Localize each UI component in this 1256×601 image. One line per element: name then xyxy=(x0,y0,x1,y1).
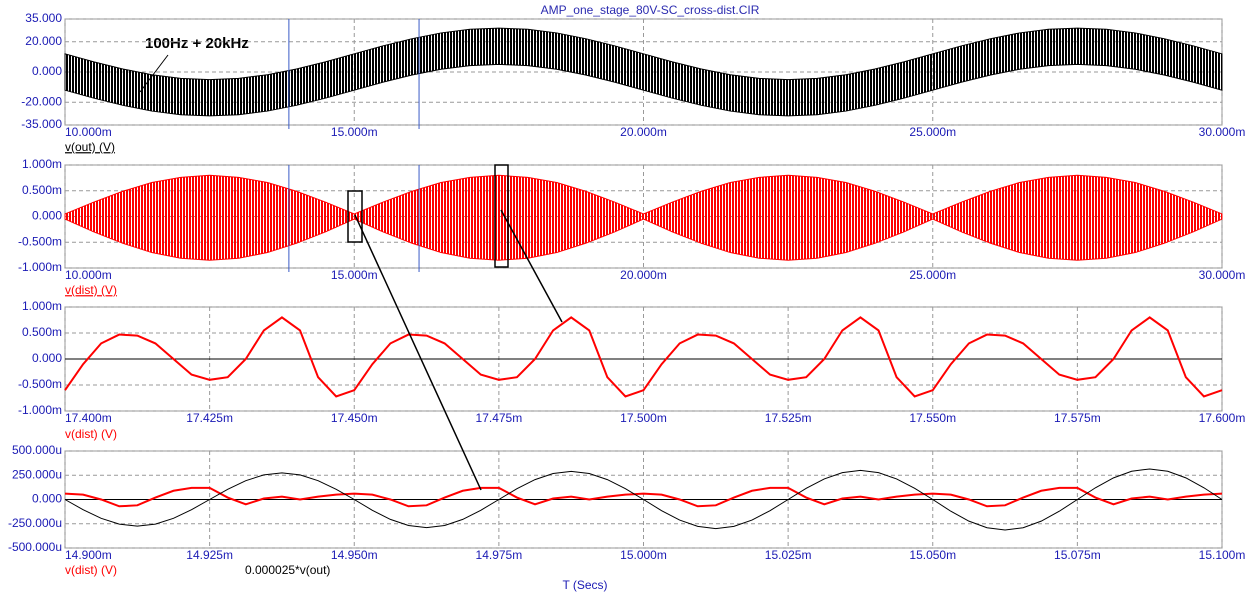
y-tick-label: 0.000 xyxy=(32,351,62,365)
x-tick-label: 30.000m xyxy=(1199,268,1246,282)
x-tick-label: 15.000m xyxy=(331,125,378,139)
y-tick-label: 0.500m xyxy=(22,325,62,339)
envelope xyxy=(64,174,1223,261)
x-tick-label: 15.000m xyxy=(620,548,667,562)
x-tick-label: 14.925m xyxy=(186,548,233,562)
series-line xyxy=(64,468,1223,531)
y-tick-label: -0.500m xyxy=(18,377,62,391)
zoom-box xyxy=(494,164,509,268)
y-tick-label: 0.500m xyxy=(22,183,62,197)
y-tick-label: 1.000m xyxy=(22,157,62,171)
zoom-overlay xyxy=(347,164,563,491)
x-tick-label: 14.900m xyxy=(65,548,112,562)
x-tick-label: 17.400m xyxy=(65,411,112,425)
legend-label: v(out) (V) xyxy=(65,140,115,154)
y-tick-label: 0.000 xyxy=(32,64,62,78)
legend-label: v(dist) (V) xyxy=(65,283,117,297)
y-tick-label: 35.000 xyxy=(25,11,62,25)
y-tick-label: -0.500m xyxy=(18,234,62,248)
x-tick-label: 17.525m xyxy=(765,411,812,425)
x-tick-label: 20.000m xyxy=(620,268,667,282)
x-tick-label: 15.050m xyxy=(909,548,956,562)
series-line xyxy=(64,486,1223,508)
x-tick-label: 25.000m xyxy=(909,125,956,139)
chart-title: AMP_one_stage_80V-SC_cross-dist.CIR xyxy=(541,3,760,17)
y-tick-label: -20.000 xyxy=(21,94,62,108)
x-tick-label: 17.425m xyxy=(186,411,233,425)
x-tick-label: 15.025m xyxy=(765,548,812,562)
y-tick-label: 1.000m xyxy=(22,299,62,313)
y-tick-label: 0.000 xyxy=(32,492,62,506)
x-tick-label: 17.600m xyxy=(1199,411,1246,425)
y-tick-label: -1.000m xyxy=(18,260,62,274)
x-tick-label: 17.500m xyxy=(620,411,667,425)
y-tick-label: -35.000 xyxy=(21,117,62,131)
zoom-connector xyxy=(354,214,482,491)
zoom-connector xyxy=(500,209,563,323)
x-tick-label: 17.475m xyxy=(476,411,523,425)
x-tick-label: 10.000m xyxy=(65,125,112,139)
x-tick-label: 14.950m xyxy=(331,548,378,562)
legend-label: 0.000025*v(out) xyxy=(245,563,330,577)
x-tick-label: 20.000m xyxy=(620,125,667,139)
x-tick-label: 15.075m xyxy=(1054,548,1101,562)
zoom-box xyxy=(347,190,363,243)
x-tick-label: 15.100m xyxy=(1199,548,1246,562)
y-tick-label: 0.000 xyxy=(32,209,62,223)
y-tick-label: -250.000u xyxy=(8,516,62,530)
legend-label: v(dist) (V) xyxy=(65,427,117,441)
x-tick-label: 25.000m xyxy=(909,268,956,282)
y-tick-label: 20.000 xyxy=(25,34,62,48)
x-tick-label: 10.000m xyxy=(65,268,112,282)
y-tick-label: -500.000u xyxy=(8,540,62,554)
x-tick-label: 17.450m xyxy=(331,411,378,425)
x-tick-label: 30.000m xyxy=(1199,125,1246,139)
annotation: 100Hz + 20kHz xyxy=(145,35,249,52)
x-tick-label: 15.000m xyxy=(331,268,378,282)
y-tick-label: -1.000m xyxy=(18,403,62,417)
y-tick-label: 500.000u xyxy=(12,443,62,457)
legend-label: v(dist) (V) xyxy=(65,563,117,577)
x-tick-label: 14.975m xyxy=(476,548,523,562)
x-axis-label: T (Secs) xyxy=(562,578,607,592)
y-tick-label: 250.000u xyxy=(12,467,62,481)
x-tick-label: 17.575m xyxy=(1054,411,1101,425)
envelope xyxy=(64,27,1223,117)
series-line xyxy=(64,316,1223,398)
x-tick-label: 17.550m xyxy=(909,411,956,425)
